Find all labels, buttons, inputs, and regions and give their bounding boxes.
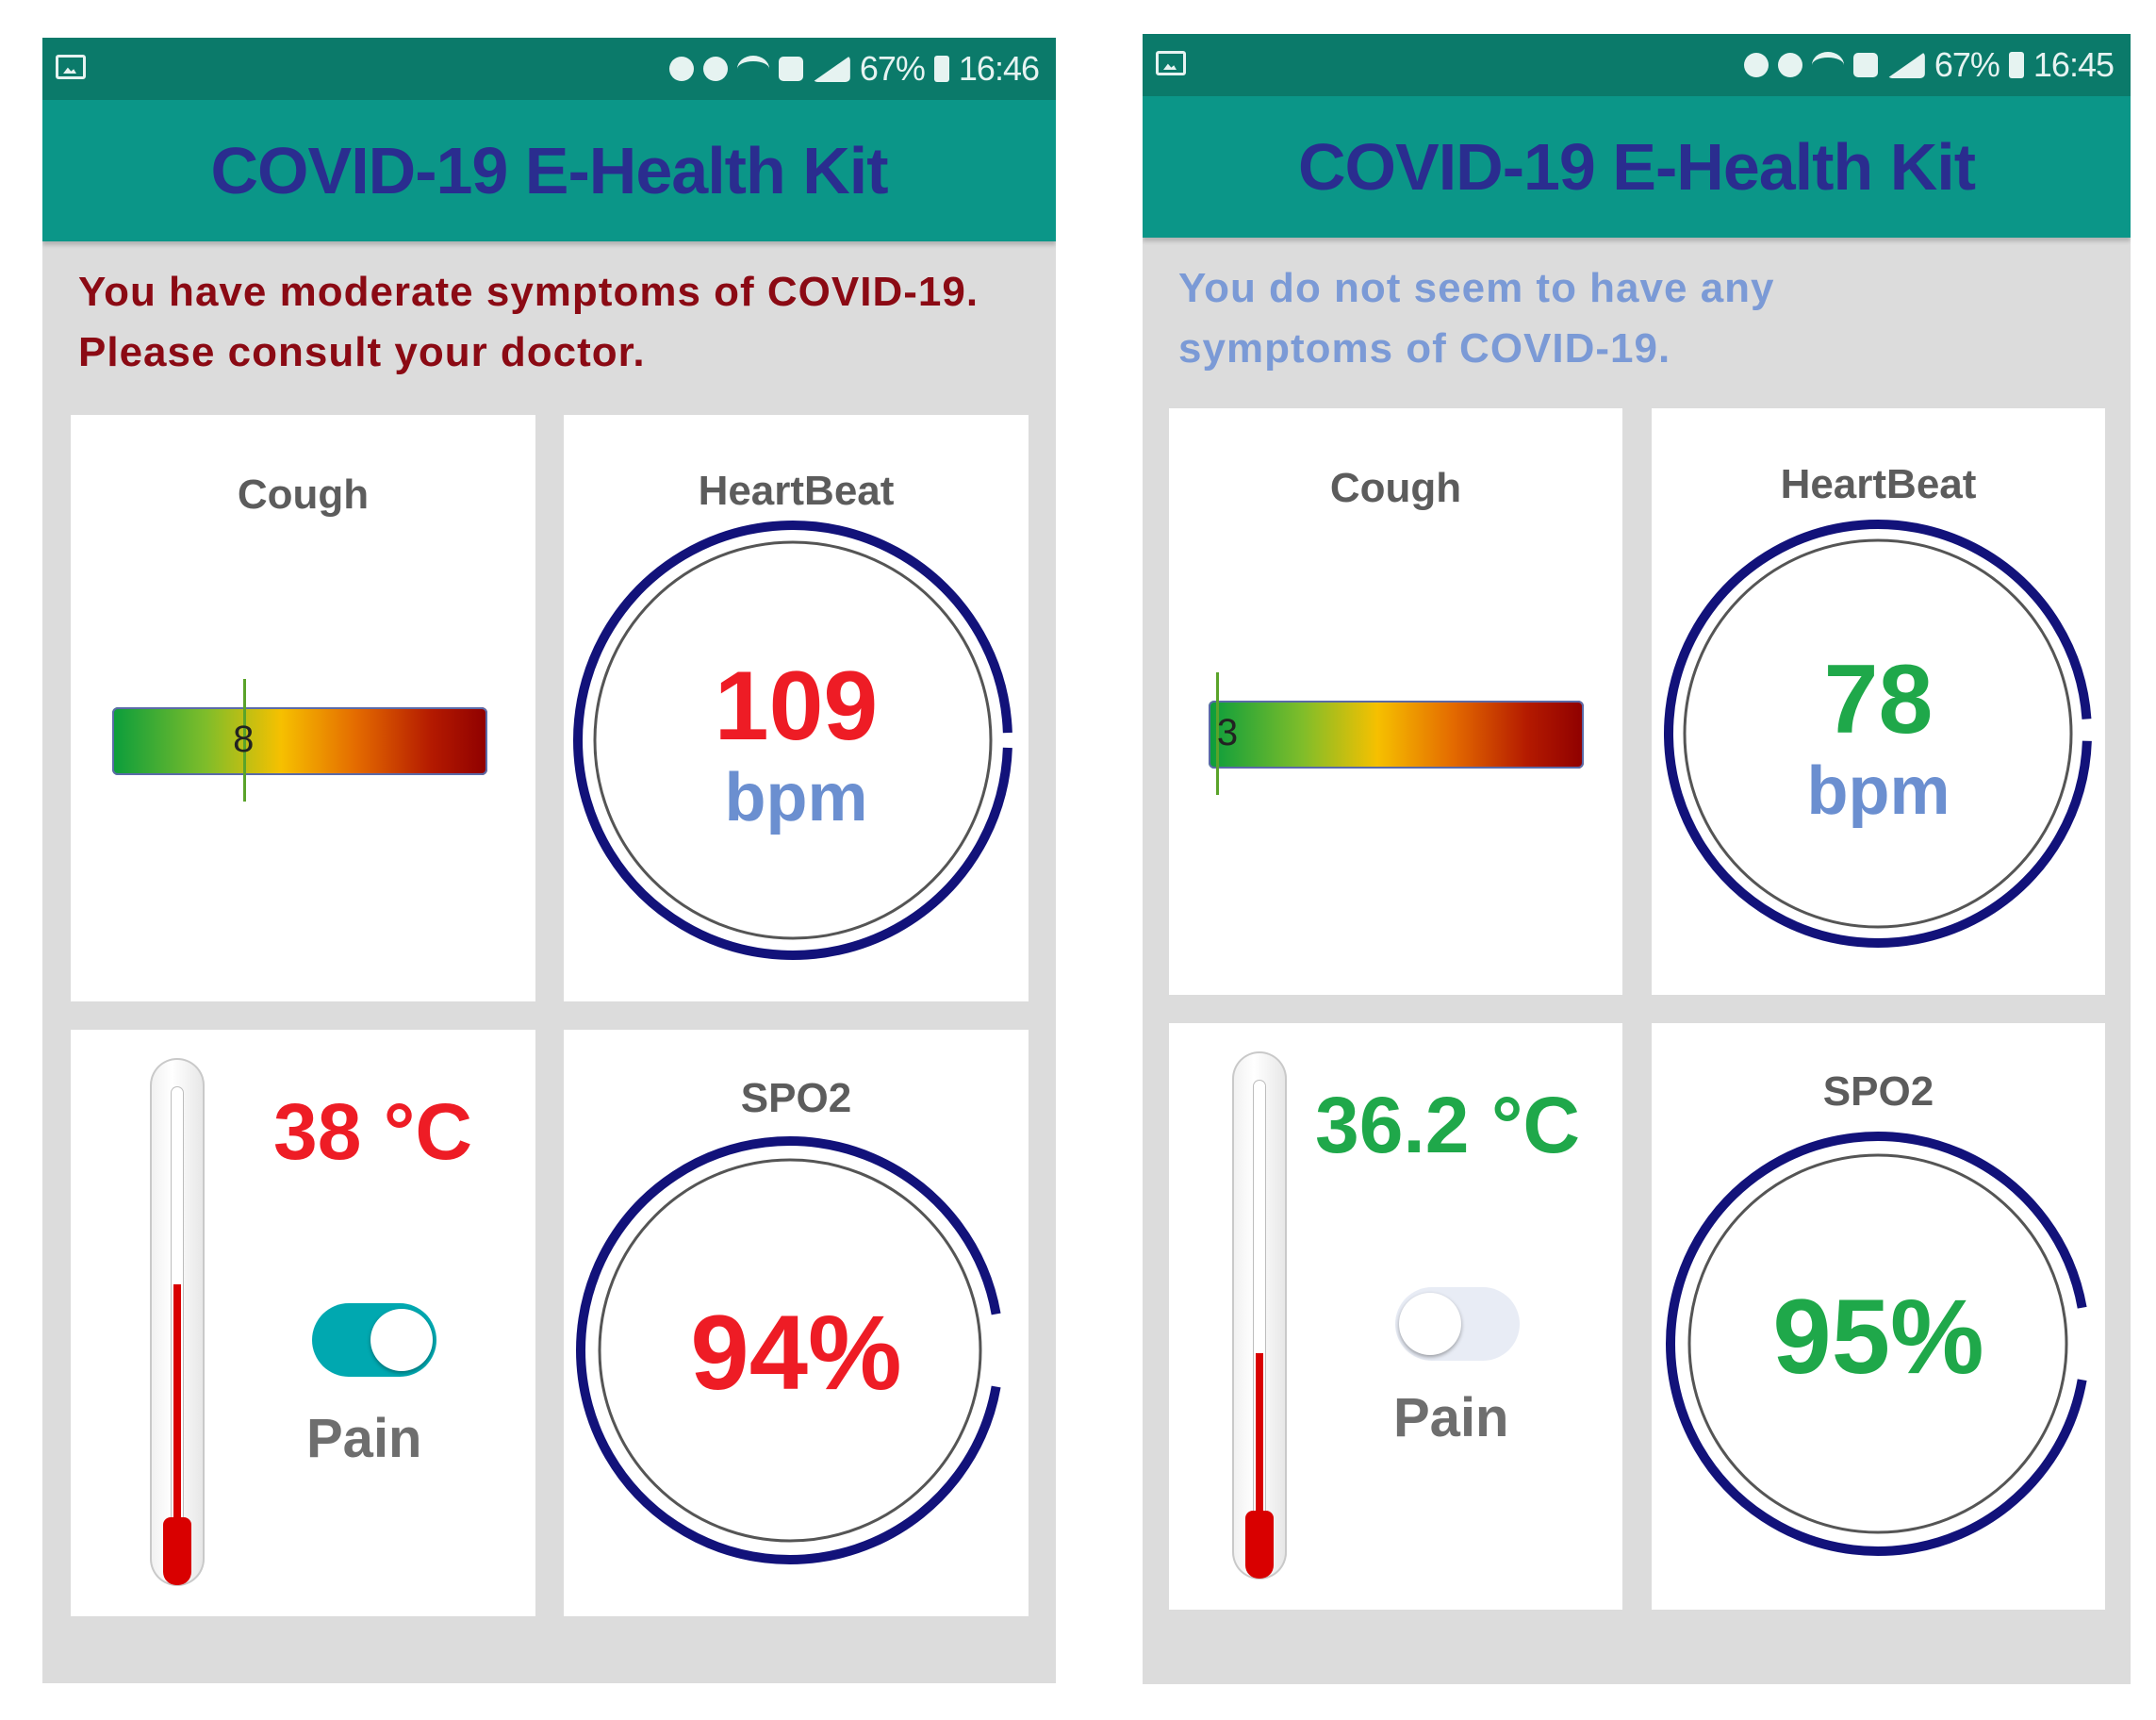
cough-title: Cough xyxy=(237,471,370,518)
settings-icon xyxy=(1777,53,1802,77)
pain-toggle[interactable] xyxy=(1395,1287,1520,1361)
alarm-icon xyxy=(668,57,694,81)
heartbeat-card: HeartBeat 109 bpm xyxy=(564,415,1029,1001)
pain-toggle[interactable] xyxy=(312,1303,436,1377)
heartbeat-unit: bpm xyxy=(724,760,868,835)
thermometer-level xyxy=(173,1284,181,1558)
heartbeat-value: 78 xyxy=(1823,645,1934,754)
status-icons: 67% 16:46 xyxy=(668,45,1040,92)
gauge-progress-arc xyxy=(573,521,1012,960)
temperature-pain-card: 36.2 °C Pain xyxy=(1169,1023,1622,1610)
spo2-value: 94% xyxy=(690,1294,902,1412)
temperature-unit: °C xyxy=(1490,1081,1581,1169)
temperature-value: 38 xyxy=(273,1087,362,1176)
temperature-readout: 36.2 °C xyxy=(1315,1080,1580,1171)
app-title: COVID-19 E-Health Kit xyxy=(1298,130,1976,204)
gauge-inner-ring xyxy=(1687,1153,2068,1534)
heartbeat-gauge xyxy=(1664,520,2092,948)
spo2-title: SPO2 xyxy=(1822,1068,1934,1115)
wifi-icon xyxy=(1811,52,1844,78)
heartbeat-value: 109 xyxy=(714,652,879,761)
gauge-progress-arc xyxy=(1666,1132,2087,1556)
cough-value: 8 xyxy=(233,719,255,760)
thermometer-bulb xyxy=(1245,1511,1274,1579)
heartbeat-unit: bpm xyxy=(1806,753,1950,829)
nfc-icon xyxy=(778,57,803,81)
diagnosis-message: You do not seem to have any symptoms of … xyxy=(1178,265,1775,372)
diagnosis-message: You have moderate symptoms of COVID-19. … xyxy=(78,269,979,375)
clock: 16:45 xyxy=(2033,45,2115,84)
pain-label: Pain xyxy=(1393,1387,1509,1448)
cough-level-bar xyxy=(112,707,487,775)
settings-icon xyxy=(702,57,728,81)
cough-card: Cough 3 xyxy=(1169,408,1622,995)
heartbeat-card: HeartBeat 78 bpm xyxy=(1652,408,2105,995)
battery-percent: 67% xyxy=(859,49,926,88)
temperature-pain-card: 38 °C Pain xyxy=(71,1030,535,1616)
spo2-gauge xyxy=(1666,1132,2087,1556)
cough-value: 3 xyxy=(1216,712,1239,753)
nfc-icon xyxy=(1852,53,1878,77)
app-title: COVID-19 E-Health Kit xyxy=(210,134,889,207)
thermometer xyxy=(1221,1051,1298,1584)
temperature-value: 36.2 xyxy=(1315,1081,1470,1169)
thermometer-level xyxy=(1256,1353,1263,1551)
app-bar: COVID-19 E-Health Kit xyxy=(1143,96,2131,238)
gauge-inner-ring xyxy=(593,540,993,940)
temperature-readout: 38 °C xyxy=(273,1086,472,1178)
cough-card: Cough 8 xyxy=(71,415,535,1001)
toggle-knob xyxy=(1399,1293,1461,1355)
spo2-card: SPO2 95% xyxy=(1652,1023,2105,1610)
spo2-value: 95% xyxy=(1772,1278,1984,1396)
cough-title: Cough xyxy=(1329,465,1462,511)
cough-level-marker[interactable] xyxy=(243,679,247,802)
gauge-inner-ring xyxy=(1683,538,2073,929)
battery-icon xyxy=(2008,52,2024,78)
status-bar: 67% 16:46 xyxy=(42,38,1056,100)
spo2-title: SPO2 xyxy=(740,1075,852,1121)
gauge-progress-arc xyxy=(576,1136,1001,1564)
battery-icon xyxy=(933,56,949,82)
phone-screen-left: 67% 16:46 COVID-19 E-Health Kit You have… xyxy=(42,38,1056,1683)
thermometer-bulb xyxy=(163,1517,191,1585)
gauge-inner-ring xyxy=(598,1158,982,1543)
thermometer xyxy=(139,1058,216,1591)
temperature-unit: °C xyxy=(383,1087,473,1176)
gallery-notification-icon xyxy=(56,55,86,79)
signal-icon xyxy=(1886,52,1925,78)
phone-screen-right: 67% 16:45 COVID-19 E-Health Kit You do n… xyxy=(1143,34,2131,1684)
battery-percent: 67% xyxy=(1934,45,2000,84)
wifi-icon xyxy=(736,56,769,82)
clock: 16:46 xyxy=(958,49,1040,88)
cough-level-marker[interactable] xyxy=(1215,672,1219,795)
heartbeat-title: HeartBeat xyxy=(698,468,895,514)
alarm-icon xyxy=(1743,53,1769,77)
toggle-knob xyxy=(370,1309,433,1371)
status-bar: 67% 16:45 xyxy=(1143,34,2131,96)
app-bar: COVID-19 E-Health Kit xyxy=(42,100,1056,241)
pain-label: Pain xyxy=(306,1408,422,1469)
heartbeat-title: HeartBeat xyxy=(1780,461,1977,507)
cough-level-bar xyxy=(1209,701,1584,769)
spo2-gauge xyxy=(576,1136,1001,1564)
heartbeat-gauge xyxy=(573,521,1012,960)
gallery-notification-icon xyxy=(1156,51,1186,75)
spo2-card: SPO2 94% xyxy=(564,1030,1029,1616)
gauge-progress-arc xyxy=(1664,520,2092,948)
signal-icon xyxy=(812,56,850,82)
status-icons: 67% 16:45 xyxy=(1743,41,2115,89)
